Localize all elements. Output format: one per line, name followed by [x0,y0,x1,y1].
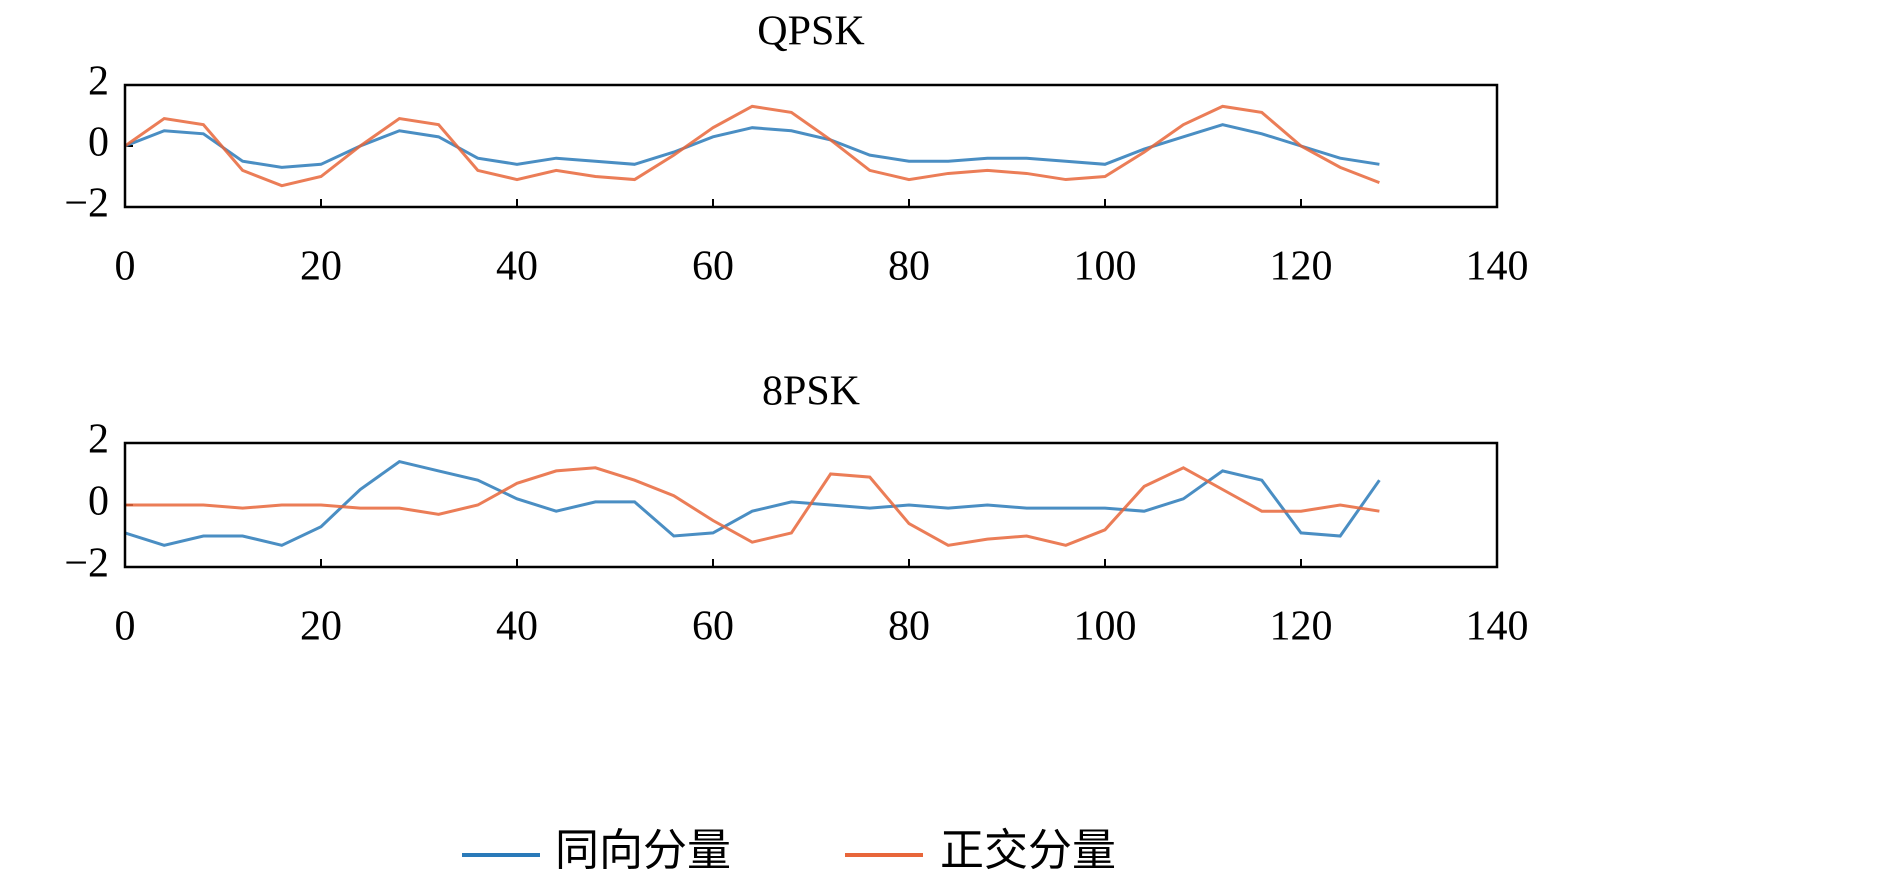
x-tick-label: 20 [300,244,342,290]
x-tick-label: 60 [692,604,734,650]
series-line [124,104,1380,188]
x-tick-label: 40 [496,604,538,650]
axes-frame [123,441,1499,569]
chart-title: QPSK [757,9,864,55]
y-tick-label: 2 [88,417,109,463]
y-tick-label: −2 [64,541,109,587]
x-tick-label: 140 [1466,244,1529,290]
series-line [124,459,1381,547]
legend-label: 同向分量 [555,826,731,875]
x-tick-label: 40 [496,244,538,290]
x-tick-label: 120 [1270,244,1333,290]
x-tick-label: 0 [115,604,136,650]
x-tick-label: 80 [888,244,930,290]
series-line [125,466,1380,547]
legend-label: 正交分量 [940,826,1116,875]
y-tick-label: −2 [64,181,109,227]
x-tick-label: 100 [1074,604,1137,650]
x-tick-label: 120 [1270,604,1333,650]
x-tick-label: 60 [692,244,734,290]
axes-frame [123,83,1499,209]
y-tick-label: 0 [88,120,109,166]
x-tick-label: 100 [1074,244,1137,290]
x-tick-label: 80 [888,604,930,650]
x-tick-label: 140 [1466,604,1529,650]
series-line [124,123,1380,169]
x-tick-label: 20 [300,604,342,650]
y-tick-label: 0 [88,479,109,525]
chart-title: 8PSK [762,369,860,415]
y-tick-label: 2 [88,59,109,105]
x-tick-label: 0 [115,244,136,290]
